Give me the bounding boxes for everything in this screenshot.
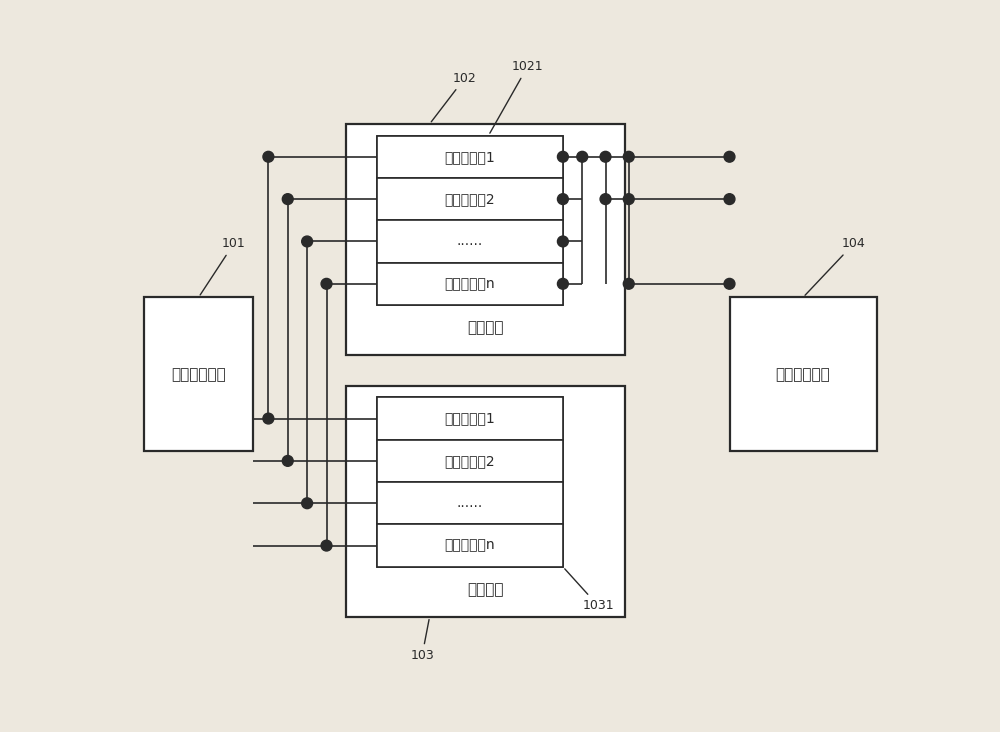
Circle shape: [577, 152, 588, 163]
Circle shape: [302, 236, 313, 247]
Bar: [377, 263, 563, 305]
Circle shape: [302, 498, 313, 509]
Text: 存储子模块n: 存储子模块n: [445, 277, 495, 291]
Circle shape: [263, 152, 274, 163]
Text: 数据分发模块: 数据分发模块: [171, 367, 226, 382]
Bar: [377, 524, 563, 567]
Text: 1031: 1031: [565, 569, 614, 612]
Circle shape: [321, 540, 332, 551]
Text: 存储子模块2: 存储子模块2: [445, 192, 495, 206]
Circle shape: [623, 278, 634, 289]
Circle shape: [623, 152, 634, 163]
Circle shape: [282, 455, 293, 466]
Circle shape: [724, 152, 735, 163]
Bar: [377, 135, 563, 178]
Text: 101: 101: [200, 237, 246, 295]
Text: 合成模块: 合成模块: [467, 583, 504, 597]
Text: 存储子模块1: 存储子模块1: [444, 150, 495, 164]
Circle shape: [557, 278, 568, 289]
Bar: [377, 397, 563, 567]
Bar: [377, 397, 563, 440]
Bar: [377, 440, 563, 482]
Text: 合成子模块2: 合成子模块2: [445, 454, 495, 468]
Circle shape: [557, 194, 568, 204]
Circle shape: [600, 194, 611, 204]
Bar: [730, 297, 877, 452]
Circle shape: [321, 278, 332, 289]
Circle shape: [557, 236, 568, 247]
Circle shape: [623, 194, 634, 204]
Text: 102: 102: [431, 72, 477, 122]
Bar: [377, 135, 563, 305]
Circle shape: [724, 278, 735, 289]
Bar: [346, 124, 625, 355]
Bar: [377, 220, 563, 263]
Text: 合成子模块1: 合成子模块1: [444, 411, 495, 425]
Circle shape: [600, 152, 611, 163]
Circle shape: [557, 152, 568, 163]
Text: 数据整合模块: 数据整合模块: [776, 367, 830, 382]
Text: 1021: 1021: [490, 60, 543, 133]
Text: 103: 103: [410, 619, 434, 662]
Bar: [377, 482, 563, 524]
Bar: [346, 386, 625, 617]
Text: ......: ......: [457, 496, 483, 510]
Bar: [377, 178, 563, 220]
Text: 104: 104: [805, 237, 866, 295]
Text: ......: ......: [457, 234, 483, 248]
Text: 合成子模块n: 合成子模块n: [445, 539, 495, 553]
Circle shape: [282, 194, 293, 204]
Bar: [144, 297, 253, 452]
Circle shape: [724, 194, 735, 204]
Text: 存储模块: 存储模块: [467, 321, 504, 335]
Circle shape: [263, 413, 274, 424]
